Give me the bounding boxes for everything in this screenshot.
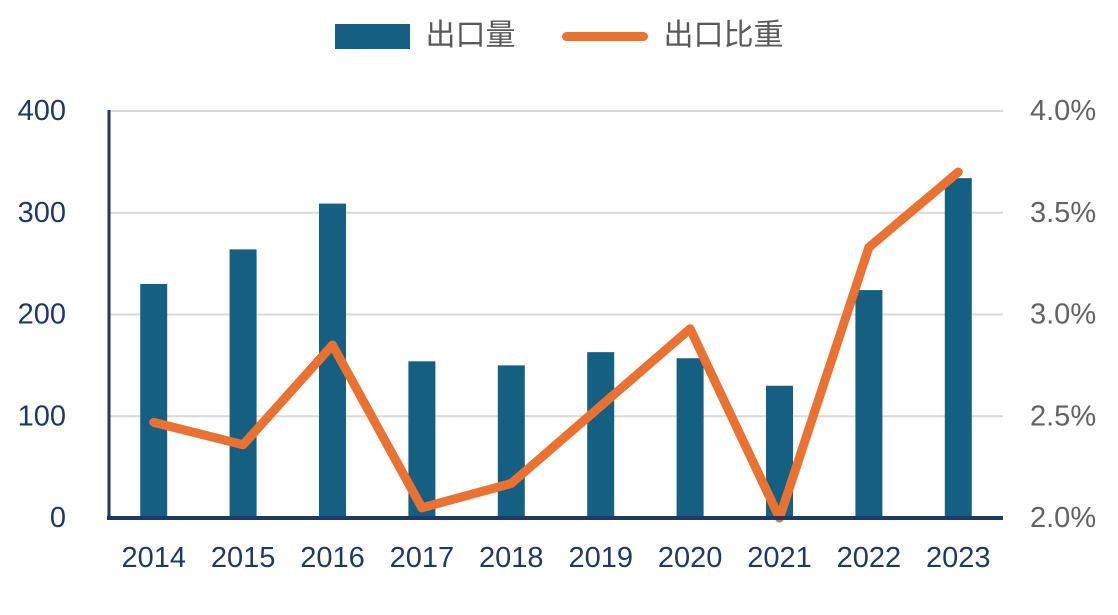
x-axis-label-2017: 2017: [390, 542, 455, 574]
legend-item-export-volume: 出口量: [334, 18, 516, 54]
right-axis-tick-label: 2.0%: [1030, 502, 1096, 534]
right-axis-tick-label: 3.0%: [1030, 299, 1096, 331]
line-series: [149, 167, 963, 523]
legend-item-export-share: 出口比重: [561, 18, 784, 54]
bar-2015: [229, 249, 257, 518]
left-axis-tick-label: 200: [18, 299, 66, 331]
x-axis-label-2019: 2019: [568, 542, 633, 574]
chart-legend: 出口量 出口比重: [0, 18, 1118, 54]
bar-series-label: 出口量: [425, 19, 516, 52]
right-axis-tick-label: 2.5%: [1030, 400, 1096, 432]
bar-2018: [497, 365, 525, 518]
left-axis-tick-label: 400: [18, 95, 66, 127]
x-axis-label-2020: 2020: [658, 542, 723, 574]
line-series-label: 出口比重: [663, 19, 784, 52]
x-axis-label-2015: 2015: [211, 542, 276, 574]
right-axis-tick-label: 3.5%: [1030, 197, 1096, 229]
x-axis-label-2021: 2021: [747, 542, 812, 574]
x-axis-label-2018: 2018: [479, 542, 544, 574]
right-axis-tick-label: 4.0%: [1030, 95, 1096, 127]
bar-2023: [944, 178, 972, 518]
bar-2014: [140, 283, 168, 518]
left-axis-tick-label: 0: [50, 502, 66, 534]
x-axis-label-2014: 2014: [121, 542, 186, 574]
x-axis-label-2022: 2022: [837, 542, 902, 574]
left-axis-tick-label: 300: [18, 197, 66, 229]
line-series-swatch: [561, 31, 648, 41]
x-axis-label-2023: 2023: [926, 542, 991, 574]
x-axis-label-2016: 2016: [300, 542, 365, 574]
bar-2022: [855, 290, 883, 518]
left-axis-tick-label: 100: [18, 400, 66, 432]
bar-2020: [676, 358, 704, 518]
bar-2019: [587, 352, 615, 518]
bar-series-swatch: [334, 23, 410, 49]
